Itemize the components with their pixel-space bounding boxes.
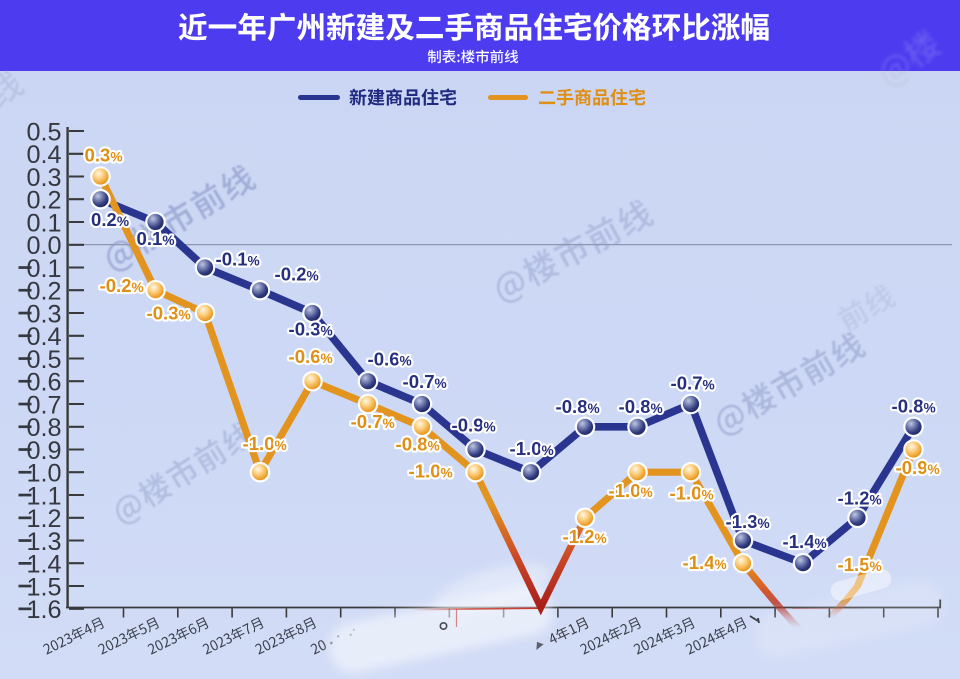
svg-text:0.6: 0.6 bbox=[26, 369, 61, 397]
svg-text:-0.8%: -0.8% bbox=[396, 434, 440, 455]
svg-text:-1.0%: -1.0% bbox=[243, 433, 287, 454]
svg-text:-0.7%: -0.7% bbox=[671, 373, 715, 394]
svg-text:1.1: 1.1 bbox=[26, 482, 61, 510]
svg-text:-0.8%: -0.8% bbox=[619, 396, 663, 417]
svg-text:0.1: 0.1 bbox=[26, 255, 61, 283]
svg-text:-1.5%: -1.5% bbox=[838, 554, 882, 575]
svg-text:-1.2%: -1.2% bbox=[563, 526, 607, 547]
svg-text:0.2: 0.2 bbox=[26, 187, 61, 215]
svg-text:1.0: 1.0 bbox=[26, 460, 61, 488]
svg-text:-0.3%: -0.3% bbox=[289, 319, 333, 340]
svg-text:1.3: 1.3 bbox=[26, 528, 61, 556]
svg-text:0.4: 0.4 bbox=[26, 141, 61, 169]
svg-text:1.2: 1.2 bbox=[26, 505, 61, 533]
svg-text:0.1: 0.1 bbox=[26, 209, 61, 237]
svg-text:-0.9%: -0.9% bbox=[452, 415, 496, 436]
svg-text:-1.4%: -1.4% bbox=[783, 531, 827, 552]
svg-text:0.2: 0.2 bbox=[26, 278, 61, 306]
svg-text:-1.3%: -1.3% bbox=[726, 511, 770, 532]
svg-text:0.4: 0.4 bbox=[26, 323, 61, 351]
svg-text:1.6: 1.6 bbox=[26, 596, 61, 624]
svg-text:-0.2%: -0.2% bbox=[100, 275, 144, 296]
svg-text:-0.8%: -0.8% bbox=[892, 396, 936, 417]
svg-text:1.5: 1.5 bbox=[26, 573, 61, 601]
svg-text:0.7: 0.7 bbox=[26, 391, 61, 419]
svg-text:1.4: 1.4 bbox=[26, 551, 61, 579]
svg-text:0.9: 0.9 bbox=[26, 437, 61, 465]
svg-text:0.3: 0.3 bbox=[26, 164, 61, 192]
svg-text:0.5: 0.5 bbox=[26, 346, 61, 374]
svg-text:0.8: 0.8 bbox=[26, 414, 61, 442]
svg-text:0.3%: 0.3% bbox=[85, 145, 123, 166]
svg-text:-0.2%: -0.2% bbox=[275, 264, 319, 285]
svg-text:-1.0%: -1.0% bbox=[670, 483, 714, 504]
svg-text:0.3: 0.3 bbox=[26, 300, 61, 328]
svg-text:-1.2%: -1.2% bbox=[838, 488, 882, 509]
svg-text:0.0: 0.0 bbox=[26, 232, 61, 260]
svg-text:0.5: 0.5 bbox=[26, 118, 61, 146]
svg-text:-0.6%: -0.6% bbox=[368, 349, 412, 370]
